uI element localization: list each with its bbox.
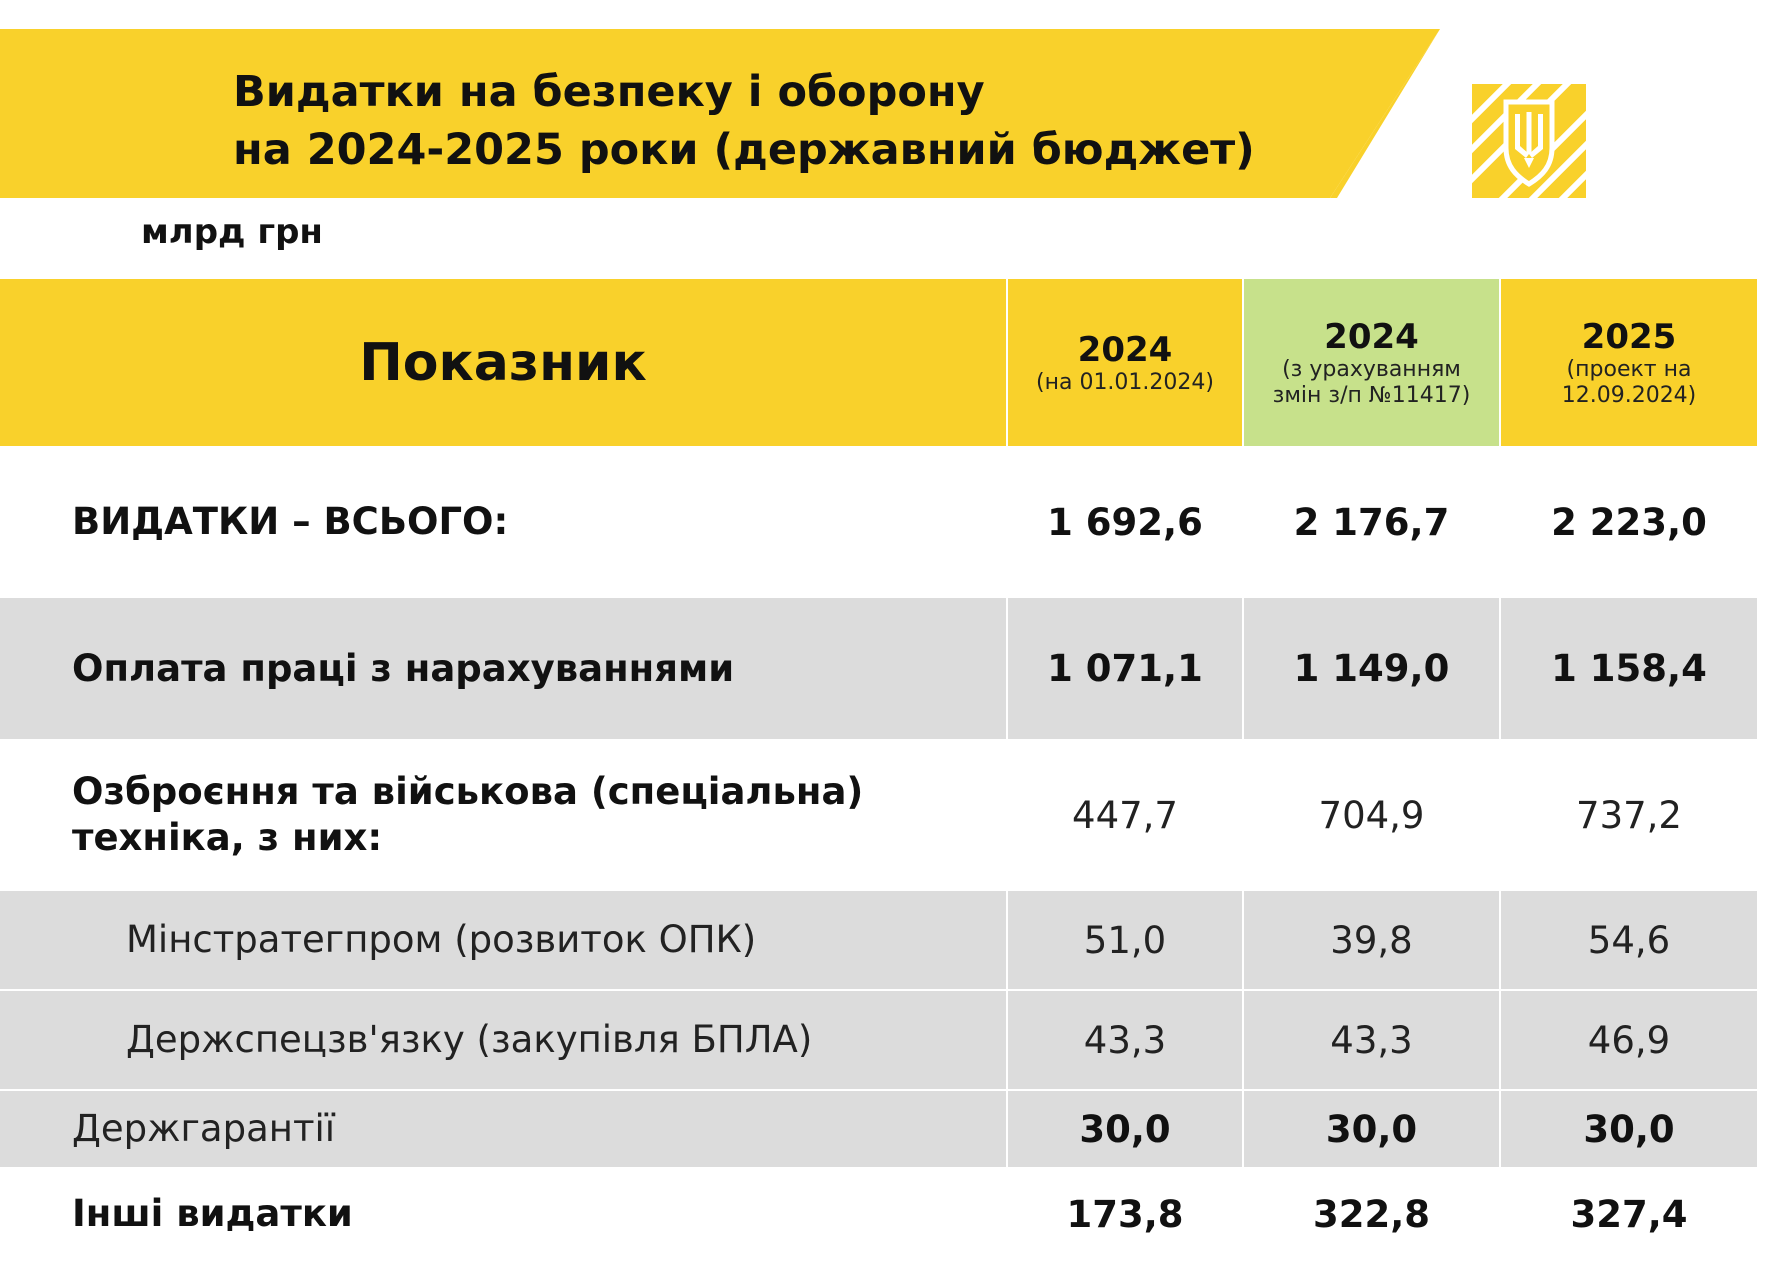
table-cell: 1 692,6	[1008, 448, 1244, 598]
column-year: 2025	[1581, 316, 1677, 357]
table-cell: 1 071,1	[1008, 598, 1244, 741]
column-note: (з урахуванням змін з/п №11417)	[1272, 356, 1471, 408]
table-body: ВИДАТКИ – ВСЬОГО: 1 692,6 2 176,7 2 223,…	[0, 448, 1757, 1261]
column-year: 2024	[1077, 329, 1173, 370]
column-header-2024-amended: 2024 (з урахуванням змін з/п №11417)	[1244, 279, 1501, 448]
table-cell: 1 158,4	[1501, 598, 1757, 741]
table-cell: 51,0	[1008, 891, 1244, 991]
row-label-other: Інші видатки	[0, 1169, 1008, 1261]
table-cell: 30,0	[1501, 1091, 1757, 1169]
table-cell: 43,3	[1244, 991, 1501, 1091]
column-note: (на 01.01.2024)	[1036, 369, 1214, 395]
table-cell: 30,0	[1244, 1091, 1501, 1169]
row-label-total: ВИДАТКИ – ВСЬОГО:	[0, 448, 1008, 598]
table-cell: 54,6	[1501, 891, 1757, 991]
table-cell: 704,9	[1244, 741, 1501, 891]
indicator-header: Показник	[359, 332, 647, 393]
tryzub-emblem-icon	[1472, 84, 1586, 198]
row-label-weapons: Озброєння та військова (спеціальна) техн…	[0, 741, 1008, 891]
column-note: (проект на 12.09.2024)	[1561, 356, 1697, 408]
column-header-2025-draft: 2025 (проект на 12.09.2024)	[1501, 279, 1757, 448]
table-cell: 447,7	[1008, 741, 1244, 891]
table-cell: 2 176,7	[1244, 448, 1501, 598]
table-cell: 173,8	[1008, 1169, 1244, 1261]
title-line-1: Видатки на безпеку і оборону	[233, 67, 985, 117]
row-label-derzhspetszviazok: Держспецзв'язку (закупівля БПЛА)	[0, 991, 1008, 1091]
table-cell: 43,3	[1008, 991, 1244, 1091]
header-banner: Видатки на безпеку і оборону на 2024-202…	[0, 29, 1789, 198]
table-cell: 46,9	[1501, 991, 1757, 1091]
table-cell: 2 223,0	[1501, 448, 1757, 598]
row-label-salaries: Оплата праці з нарахуваннями	[0, 598, 1008, 741]
column-year: 2024	[1324, 316, 1419, 357]
table-cell: 1 149,0	[1244, 598, 1501, 741]
header-indicator: Показник	[0, 279, 1008, 448]
table-cell: 322,8	[1244, 1169, 1501, 1261]
column-header-2024-plan: 2024 (на 01.01.2024)	[1008, 279, 1244, 448]
table-cell: 30,0	[1008, 1091, 1244, 1169]
row-label-minstrategprom: Мінстратегпром (розвиток ОПК)	[0, 891, 1008, 991]
table-cell: 737,2	[1501, 741, 1757, 891]
table-cell: 39,8	[1244, 891, 1501, 991]
title-line-2: на 2024-2025 роки (державний бюджет)	[233, 125, 1255, 175]
page-title: Видатки на безпеку і оборону на 2024-202…	[233, 63, 1255, 179]
row-label-guarantees: Держгарантії	[0, 1091, 1008, 1169]
unit-label: млрд грн	[141, 212, 323, 252]
budget-table: Показник 2024 (на 01.01.2024) 2024 (з ур…	[0, 279, 1757, 448]
table-cell: 327,4	[1501, 1169, 1757, 1261]
